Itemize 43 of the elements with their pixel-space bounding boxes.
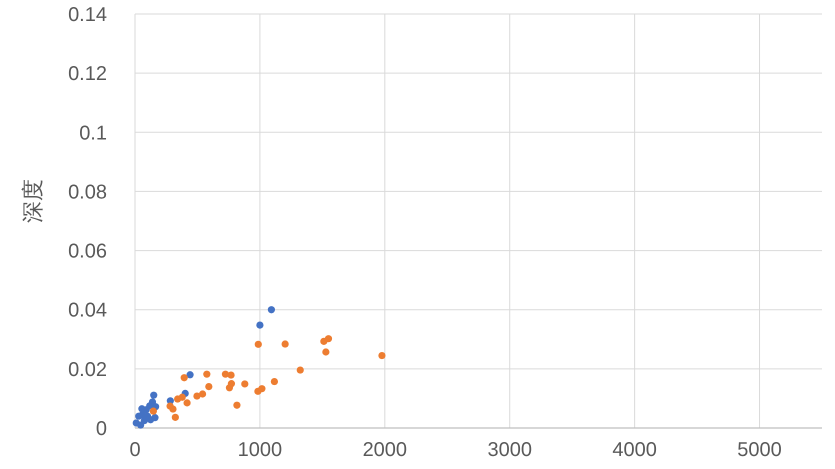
point: [151, 414, 159, 422]
point: [150, 392, 158, 399]
point: [254, 340, 262, 348]
point: [233, 402, 241, 409]
point: [178, 394, 186, 401]
point: [227, 371, 235, 379]
point: [270, 378, 278, 386]
point: [241, 380, 248, 388]
point: [324, 335, 332, 342]
y-tick-label: 0.12: [68, 63, 107, 86]
point: [172, 414, 179, 421]
point: [322, 348, 330, 356]
point: [180, 374, 188, 382]
point: [258, 385, 266, 392]
point: [205, 383, 212, 390]
y-tick-label: 0.02: [68, 358, 107, 381]
y-tick-label: 0.08: [68, 181, 107, 204]
y-tick-label: 0.04: [68, 300, 107, 322]
x-tick-label: 3000: [487, 439, 532, 461]
point: [186, 371, 194, 378]
point: [228, 380, 236, 388]
point: [268, 306, 275, 314]
point: [183, 399, 191, 406]
y-tick-label: 0.1: [79, 122, 107, 144]
point: [135, 412, 142, 420]
point: [296, 366, 304, 374]
x-tick-label: 0: [129, 439, 141, 461]
y-axis-title: 深度: [20, 179, 45, 223]
x-tick-label: 5000: [737, 439, 782, 461]
x-tick-label: 2000: [362, 439, 408, 461]
y-tick-label: 0.14: [68, 4, 107, 26]
point: [198, 390, 206, 398]
x-tick-label: 1000: [238, 439, 282, 461]
y-tick-label: 0.06: [68, 240, 107, 263]
point: [193, 392, 201, 400]
x-tick-label: 4000: [612, 439, 657, 461]
point: [378, 352, 386, 360]
y-tick-label: 0: [96, 418, 107, 440]
point: [203, 370, 210, 378]
point: [282, 340, 289, 348]
point: [169, 405, 177, 413]
point: [256, 321, 264, 329]
point: [150, 408, 157, 415]
